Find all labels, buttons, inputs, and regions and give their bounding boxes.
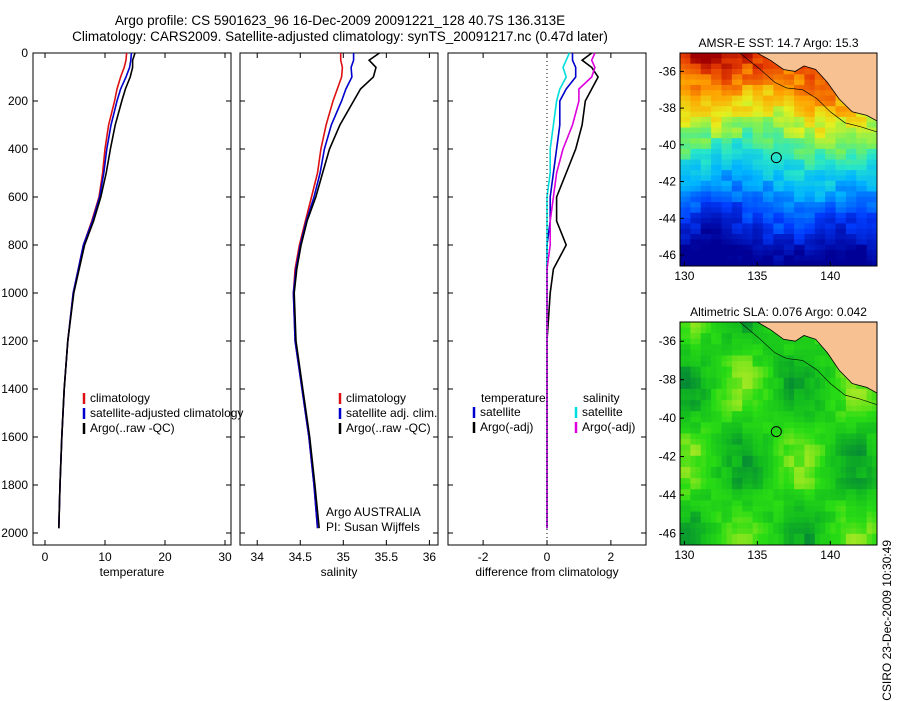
temperature-legend-label: climatology [90, 391, 150, 405]
depth-tick-label: 200 [8, 94, 28, 108]
temperature-frame [32, 52, 232, 546]
difference-legend-temperature-heading: temperature [481, 391, 546, 405]
depth-tick-label: 1200 [1, 334, 28, 348]
sla-ytick-label: -42 [659, 450, 677, 464]
sst-ytick-label: -36 [659, 64, 677, 78]
sst-frame [679, 52, 878, 267]
sla-isobath [739, 322, 877, 405]
sla-ytick-label: -36 [659, 334, 677, 348]
difference-temperature-legend-label: satellite [480, 405, 521, 419]
figure-title-line2: Climatology: CARS2009. Satellite-adjuste… [72, 29, 608, 44]
difference-salinity-legend-label: satellite [582, 405, 623, 419]
temperature-xtick-label: 30 [218, 550, 232, 564]
map-sla: 130 135 140 -36 -38 -40 -42 -44 -46 Altimetric SL… [659, 305, 878, 562]
temperature-series-climatology [58, 52, 128, 529]
sla-ytick-label: -40 [659, 411, 677, 425]
sla-land [756, 322, 877, 394]
sst-ytick-label: -46 [659, 248, 677, 262]
depth-tick-label: 1600 [1, 430, 28, 444]
salinity-legend-label: Argo(..raw -QC) [346, 421, 431, 435]
sst-ytick-label: -40 [659, 138, 677, 152]
temperature-series-satellite-adjusted-climatology [58, 52, 133, 529]
sst-xtick-label: 140 [820, 269, 840, 283]
difference-xtick-label: 2 [608, 550, 615, 564]
panel-salinity: 34 34.5 35 35.5 36 salinity climatologysatelli… [239, 52, 439, 579]
salinity-xtick-label: 35 [337, 550, 351, 564]
sst-ytick-label: -44 [659, 211, 677, 225]
depth-tick-label: 2000 [1, 526, 28, 540]
difference-legend-salinity-heading: salinity [583, 391, 620, 405]
salinity-xlabel: salinity [321, 565, 358, 579]
salinity-xtick-label: 34.5 [289, 550, 313, 564]
salinity-xtick-label: 34 [251, 550, 265, 564]
sst-title: AMSR-E SST: 14.7 Argo: 15.3 [698, 36, 858, 50]
difference-xlabel: difference from climatology [475, 565, 618, 579]
panel-temperature: 0 10 20 30 temperature 0 200 400 600 800 1000 1200 1… [1, 46, 243, 579]
sla-argo-marker [770, 426, 782, 438]
sla-xtick-label: 130 [674, 548, 694, 562]
salinity-series-satellite-adj-clim- [292, 53, 355, 529]
temperature-xlabel: temperature [100, 565, 165, 579]
sst-xtick-label: 130 [674, 269, 694, 283]
depth-tick-label: 800 [8, 238, 28, 252]
sla-xtick-label: 135 [747, 548, 767, 562]
sst-field [680, 53, 877, 266]
sla-ytick-label: -44 [659, 488, 677, 502]
temperature-xtick-label: 0 [42, 550, 49, 564]
depth-tick-label: 600 [8, 190, 28, 204]
salinity-legend-label: climatology [346, 391, 406, 405]
salinity-frame [239, 52, 439, 546]
sst-argo-marker [770, 152, 782, 164]
salinity-legend-label: satellite adj. clim. [346, 406, 437, 420]
sla-ytick-label: -46 [659, 526, 677, 540]
pi-annotation: PI: Susan Wijffels [326, 520, 420, 534]
depth-tick-label: 400 [8, 142, 28, 156]
figure-title-line1: Argo profile: CS 5901623_96 16-Dec-2009 … [114, 13, 566, 28]
difference-salinity-legend-label: Argo(-adj) [582, 420, 635, 434]
owner-annotation: Argo AUSTRALIA [326, 505, 421, 519]
sst-land [757, 53, 877, 122]
temperature-legend-label: Argo(..raw -QC) [90, 421, 175, 435]
depth-tick-label: 1000 [1, 286, 28, 300]
salinity-series-argo-raw-qc- [293, 52, 380, 529]
sla-title: Altimetric SLA: 0.076 Argo: 0.042 [690, 305, 867, 319]
difference-xtick-label: -2 [478, 550, 489, 564]
salinity-xtick-label: 35.5 [375, 550, 399, 564]
depth-tick-label: 0 [21, 46, 28, 60]
sst-xtick-label: 135 [747, 269, 767, 283]
difference-xtick-label: 0 [544, 550, 551, 564]
temperature-legend-label: satellite-adjusted climatology [90, 406, 243, 420]
sla-field [680, 322, 877, 545]
depth-tick-label: 1400 [1, 382, 28, 396]
figure-canvas: 0 10 20 30temperature0200400600800100012001… [1, 36, 878, 579]
sst-ytick-label: -38 [659, 101, 677, 115]
temperature-xtick-label: 10 [98, 550, 112, 564]
sla-frame [679, 321, 878, 546]
difference-temperature-legend-label: Argo(-adj) [480, 420, 533, 434]
sst-isobath [739, 53, 877, 133]
depth-tick-label: 1800 [1, 478, 28, 492]
temperature-xtick-label: 20 [158, 550, 172, 564]
sst-ytick-label: -42 [659, 175, 677, 189]
credit-stamp: CSIRO 23-Dec-2009 10:30:49 [880, 540, 894, 701]
map-sst: 130 135 140 -36 -38 -40 -42 -44 -46 AMSR-E SST: 1… [659, 36, 878, 283]
salinity-series-climatology [292, 53, 344, 529]
sla-ytick-label: -38 [659, 373, 677, 387]
salinity-xtick-label: 36 [423, 550, 437, 564]
sla-xtick-label: 140 [820, 548, 840, 562]
temperature-series-argo-raw-qc- [58, 52, 136, 529]
